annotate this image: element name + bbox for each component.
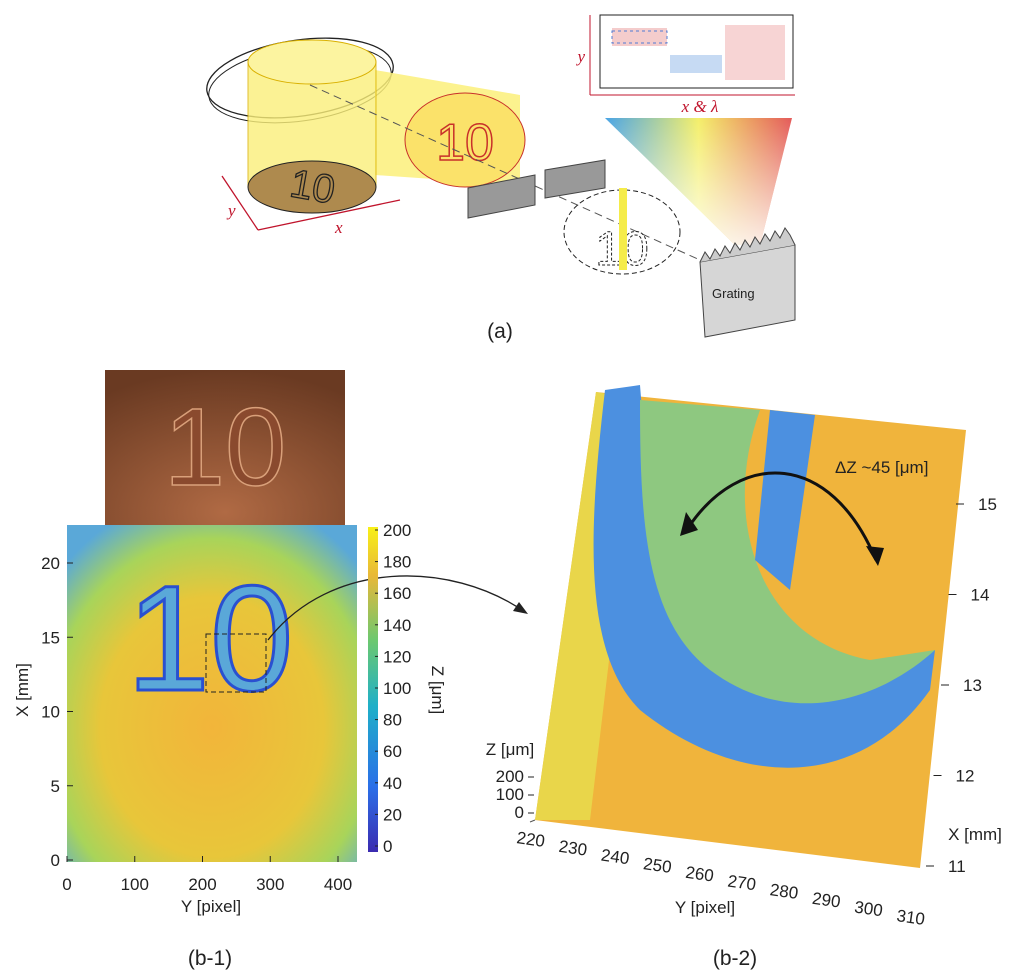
x-tick-label: 300 bbox=[853, 898, 884, 921]
colorbar-tick-label: 200 bbox=[383, 521, 411, 540]
colorbar-tick-label: 0 bbox=[383, 837, 392, 856]
z-tick-label: 0 bbox=[515, 803, 524, 822]
colorbar-label: Z [μm] bbox=[428, 666, 447, 715]
arrowhead bbox=[513, 602, 528, 614]
lens bbox=[545, 160, 605, 198]
colorbar-tick-label: 160 bbox=[383, 584, 411, 603]
colorbar-tick-label: 120 bbox=[383, 647, 411, 666]
x-tick-label: 100 bbox=[121, 875, 149, 894]
slit bbox=[619, 188, 627, 270]
caption: (b-1) bbox=[188, 947, 232, 970]
colorbar-tick-label: 100 bbox=[383, 679, 411, 698]
axis-x-label: x bbox=[334, 218, 343, 237]
y-tick-label: 12 bbox=[956, 767, 975, 786]
cylinder-top bbox=[248, 40, 376, 84]
y-tick-label: 20 bbox=[41, 554, 60, 573]
x-tick-label: 270 bbox=[727, 872, 758, 895]
caption: (a) bbox=[487, 320, 513, 343]
colorbar-tick-label: 140 bbox=[383, 616, 411, 635]
z-tick-label: 100 bbox=[496, 785, 524, 804]
x-tick-label: 260 bbox=[684, 863, 715, 886]
z-tick-label: 200 bbox=[496, 767, 524, 786]
x-tick-label: 220 bbox=[515, 828, 546, 851]
colorbar-tick-label: 20 bbox=[383, 805, 402, 824]
annotation: ΔZ ~45 [μm] bbox=[835, 458, 928, 477]
x-tick-label: 250 bbox=[642, 854, 673, 877]
heatmap-text: 10 bbox=[127, 554, 294, 722]
x-tick-label: 280 bbox=[769, 880, 800, 903]
inset-x-label: x & λ bbox=[681, 97, 719, 116]
y-label: X [mm] bbox=[13, 663, 32, 717]
colorbar-tick-label: 180 bbox=[383, 553, 411, 572]
x-tick-label: 0 bbox=[62, 875, 71, 894]
y-tick-label: 5 bbox=[51, 777, 60, 796]
y-tick-label: 13 bbox=[963, 676, 982, 695]
x-tick-label: 240 bbox=[600, 846, 631, 869]
x-tick-label: 230 bbox=[558, 837, 589, 860]
grating-label: Grating bbox=[712, 286, 755, 301]
y-tick-label: 15 bbox=[41, 628, 60, 647]
coin-photo-text: 10 bbox=[164, 386, 286, 509]
colorbar-tick-label: 40 bbox=[383, 774, 402, 793]
x-tick-label: 400 bbox=[324, 875, 352, 894]
x-tick-label: 310 bbox=[895, 906, 926, 929]
axis-y-label: y bbox=[226, 201, 236, 220]
colorbar bbox=[368, 527, 378, 852]
coin-text: 10 bbox=[287, 162, 338, 213]
y-tick-label: 10 bbox=[41, 703, 60, 722]
caption: (b-2) bbox=[713, 947, 757, 970]
x-tick-label: 300 bbox=[256, 875, 284, 894]
figure: 10 10 x y 10 Grating y x & λ (a) 10 10 X… bbox=[0, 0, 1009, 974]
x-label: Y [pixel] bbox=[675, 898, 735, 917]
x-tick-label: 290 bbox=[811, 889, 842, 912]
x-label: Y [pixel] bbox=[181, 897, 241, 916]
y-tick-label: 14 bbox=[971, 586, 990, 605]
z-axis bbox=[530, 820, 535, 822]
y-tick-label: 15 bbox=[978, 495, 997, 514]
colorbar-tick-label: 80 bbox=[383, 711, 402, 730]
inset-y-label: y bbox=[575, 47, 585, 66]
image-text: 10 bbox=[436, 114, 494, 172]
y-label: X [mm] bbox=[948, 825, 1002, 844]
x-tick-label: 200 bbox=[188, 875, 216, 894]
colorbar-tick-label: 60 bbox=[383, 742, 402, 761]
z-label: Z [μm] bbox=[486, 740, 535, 759]
y-tick-label: 0 bbox=[51, 851, 60, 870]
y-tick-label: 11 bbox=[948, 857, 966, 876]
panel-a: 10 10 x y 10 Grating y x & λ (a) bbox=[202, 15, 795, 343]
